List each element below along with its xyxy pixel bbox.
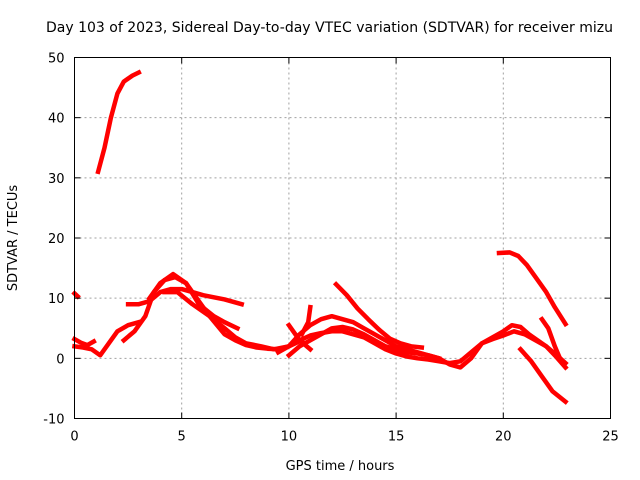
series-track-15 [517, 346, 569, 405]
x-tick-label: 25 [602, 430, 619, 445]
x-tick-label: 15 [388, 430, 405, 445]
grid-layer [74, 57, 611, 419]
series-track-7 [146, 271, 241, 332]
series-track-8 [162, 289, 569, 367]
x-tick-label: 20 [495, 430, 512, 445]
y-tick-label: 10 [48, 292, 65, 307]
y-tick-label: 30 [48, 172, 65, 187]
series-track-16 [538, 316, 565, 365]
tick-layer: 0 5 10 15 20 25 -10 0 10 20 30 40 50 [43, 52, 619, 445]
y-tick-label: 50 [48, 52, 65, 67]
y-tick-label: -10 [43, 413, 64, 428]
series-track-1 [95, 69, 142, 175]
series-track-11 [285, 322, 314, 353]
series-track-13 [332, 281, 425, 350]
series-track-2 [71, 290, 81, 300]
x-axis-title: GPS time / hours [286, 459, 395, 474]
series-track-3 [71, 319, 142, 358]
y-axis-title: SDTVAR / TECUs [6, 185, 21, 292]
series-track-5 [125, 286, 245, 307]
x-tick-label: 0 [70, 430, 78, 445]
y-tick-label: 0 [56, 352, 64, 367]
series-track-12 [298, 304, 313, 338]
x-tick-label: 10 [281, 430, 298, 445]
series-track-14 [496, 250, 569, 328]
x-tick-label: 5 [178, 430, 186, 445]
y-tick-label: 40 [48, 112, 65, 127]
y-tick-label: 20 [48, 232, 65, 247]
chart-title: Day 103 of 2023, Sidereal Day-to-day VTE… [46, 20, 613, 36]
series-track-4 [71, 336, 97, 348]
series-layer [71, 69, 569, 405]
